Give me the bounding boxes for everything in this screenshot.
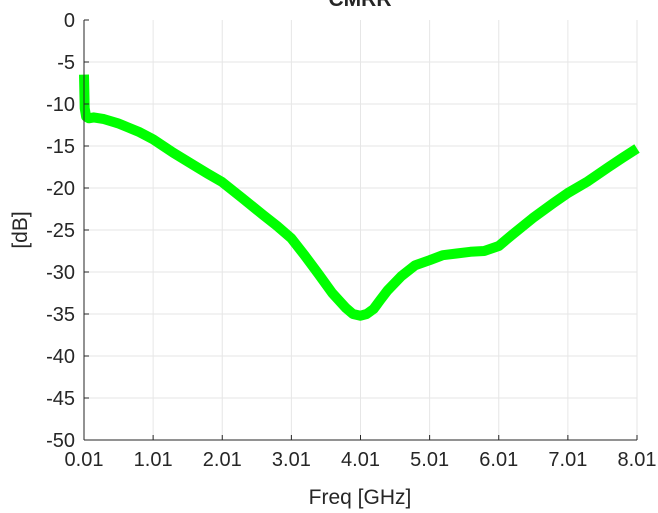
y-axis-label: [dB] xyxy=(9,211,32,248)
x-tick-label: 3.01 xyxy=(272,449,311,471)
x-tick-label: 1.01 xyxy=(134,449,173,471)
y-tick-label: -20 xyxy=(46,178,75,200)
x-tick-label: 7.01 xyxy=(548,449,587,471)
y-tick-label: -5 xyxy=(57,52,75,74)
series-line-0 xyxy=(79,74,640,321)
y-tick-label: -35 xyxy=(46,304,75,326)
chart-title: CMRR xyxy=(329,0,392,11)
x-tick-labels: 0.01 1.01 2.01 3.01 4.01 5.01 6.01 7.01 8.01 xyxy=(65,449,657,471)
x-tick-label: 4.01 xyxy=(341,449,380,471)
x-tick-label: 6.01 xyxy=(479,449,518,471)
x-tick-label: 2.01 xyxy=(203,449,242,471)
axes xyxy=(83,19,638,441)
y-tick-labels: 0 -5 -10 -15 -20 -25 -30 -35 -40 -45 -50 xyxy=(46,10,75,452)
x-tick-label: 5.01 xyxy=(410,449,449,471)
series-layer xyxy=(79,74,640,321)
y-tick-label: -25 xyxy=(46,220,75,242)
y-tick-label: -45 xyxy=(46,388,75,410)
x-tick-label: 0.01 xyxy=(65,449,104,471)
y-tick-label: -15 xyxy=(46,136,75,158)
y-tick-label: -30 xyxy=(46,262,75,284)
y-tick-label: -50 xyxy=(46,430,75,452)
x-axis-label: Freq [GHz] xyxy=(309,486,412,509)
x-tick-label: 8.01 xyxy=(618,449,657,471)
y-tick-label: 0 xyxy=(64,10,75,32)
y-tick-label: -40 xyxy=(46,346,75,368)
y-tick-label: -10 xyxy=(46,94,75,116)
